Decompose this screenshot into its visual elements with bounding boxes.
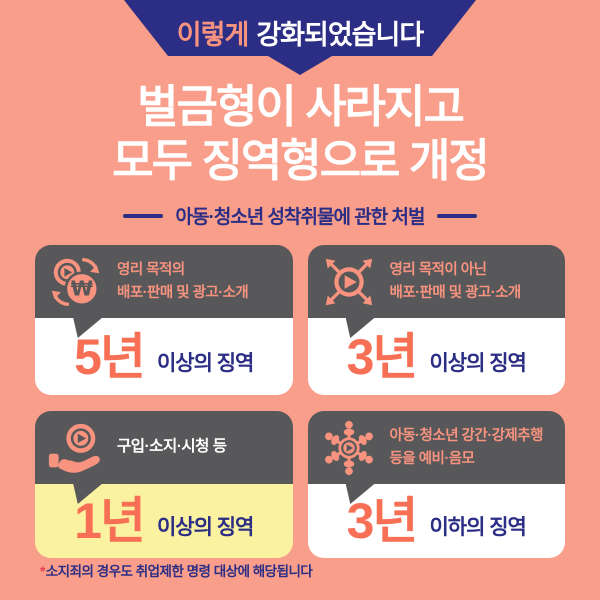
banner-text: 이렇게 강화되었습니다 (0, 13, 600, 52)
card-header-text: 영리 목적이 아닌 배포·판매 및 광고·소개 (389, 259, 522, 304)
footnote-text: 소지죄의 경우도 취업제한 명령 대상에 해당됩니다 (45, 564, 313, 579)
penalty-sentence: 이하의 징역 (429, 516, 526, 539)
footnote-asterisk: * (40, 564, 45, 579)
svg-text:₩: ₩ (71, 276, 94, 300)
won-cycle-icon: ₩ (47, 253, 105, 311)
card-header-line2: 배포·판매 및 광고·소개 (117, 284, 249, 301)
card-body: 1년 이상의 징역 (35, 484, 293, 558)
banner-highlight: 이렇게 (176, 20, 250, 50)
subtitle-dash-right (437, 213, 478, 218)
card-header: ₩ 영리 목적의 배포·판매 및 광고·소개 (35, 245, 293, 318)
title-line1: 벌금형이 사라지고 (137, 81, 465, 132)
card-header-text: 영리 목적의 배포·판매 및 광고·소개 (117, 259, 249, 304)
penalty-card-conspiracy: 아동·청소년 강간·강제추행 등을 예비·음모 3년 이하의 징역 (307, 411, 565, 558)
subtitle-dash-left (122, 213, 163, 218)
penalty-card-grid: ₩ 영리 목적의 배포·판매 및 광고·소개 5년 이상의 징역 (35, 245, 565, 558)
subtitle: 아동·청소년 성착취물에 관한 처벌 (0, 202, 600, 229)
card-header: 영리 목적이 아닌 배포·판매 및 광고·소개 (307, 245, 565, 318)
network-play-icon (320, 419, 378, 477)
card-header-line1: 아동·청소년 강간·강제추행 (389, 428, 544, 445)
card-body: 5년 이상의 징역 (35, 318, 293, 395)
card-header-text: 아동·청소년 강간·강제추행 등을 예비·음모 (389, 425, 544, 470)
subtitle-label: 아동·청소년 성착취물에 관한 처벌 (175, 207, 426, 228)
penalty-card-noncommercial-distribution: 영리 목적이 아닌 배포·판매 및 광고·소개 3년 이상의 징역 (307, 245, 565, 395)
card-header-line1: 영리 목적의 (117, 262, 185, 279)
penalty-sentence: 이상의 징역 (156, 351, 254, 375)
banner-rest: 강화되었습니다 (256, 20, 424, 50)
penalty-card-possession: 구입·소지·시청 등 1년 이상의 징역 (35, 411, 293, 558)
penalty-sentence: 이상의 징역 (429, 351, 526, 375)
page-title: 벌금형이 사라지고 모두 징역형으로 개정 (0, 80, 600, 188)
penalty-term: 1년 (74, 493, 146, 549)
card-header-line2: 등을 예비·음모 (389, 450, 475, 467)
hand-play-icon (47, 419, 105, 477)
card-body: 3년 이하의 징역 (307, 484, 565, 558)
title-line2: 모두 징역형으로 개정 (112, 135, 490, 186)
footnote: *소지죄의 경우도 취업제한 명령 대상에 해당됩니다 (40, 560, 313, 580)
share-play-icon (320, 253, 378, 311)
card-header-line1: 영리 목적이 아닌 (389, 262, 487, 279)
penalty-sentence: 이상의 징역 (156, 516, 254, 539)
card-header-text: 구입·소지·시청 등 (117, 435, 227, 459)
penalty-term: 3년 (346, 328, 419, 385)
penalty-term: 3년 (346, 493, 419, 549)
penalty-term: 5년 (74, 328, 146, 385)
card-body: 3년 이상의 징역 (307, 318, 565, 395)
card-header-line2: 배포·판매 및 광고·소개 (389, 284, 522, 301)
card-header-line1: 구입·소지·시청 등 (117, 438, 227, 456)
card-header: 구입·소지·시청 등 (35, 411, 293, 484)
penalty-card-commercial-distribution: ₩ 영리 목적의 배포·판매 및 광고·소개 5년 이상의 징역 (35, 245, 293, 395)
card-header: 아동·청소년 강간·강제추행 등을 예비·음모 (307, 411, 565, 484)
ribbon-banner (124, 0, 476, 75)
